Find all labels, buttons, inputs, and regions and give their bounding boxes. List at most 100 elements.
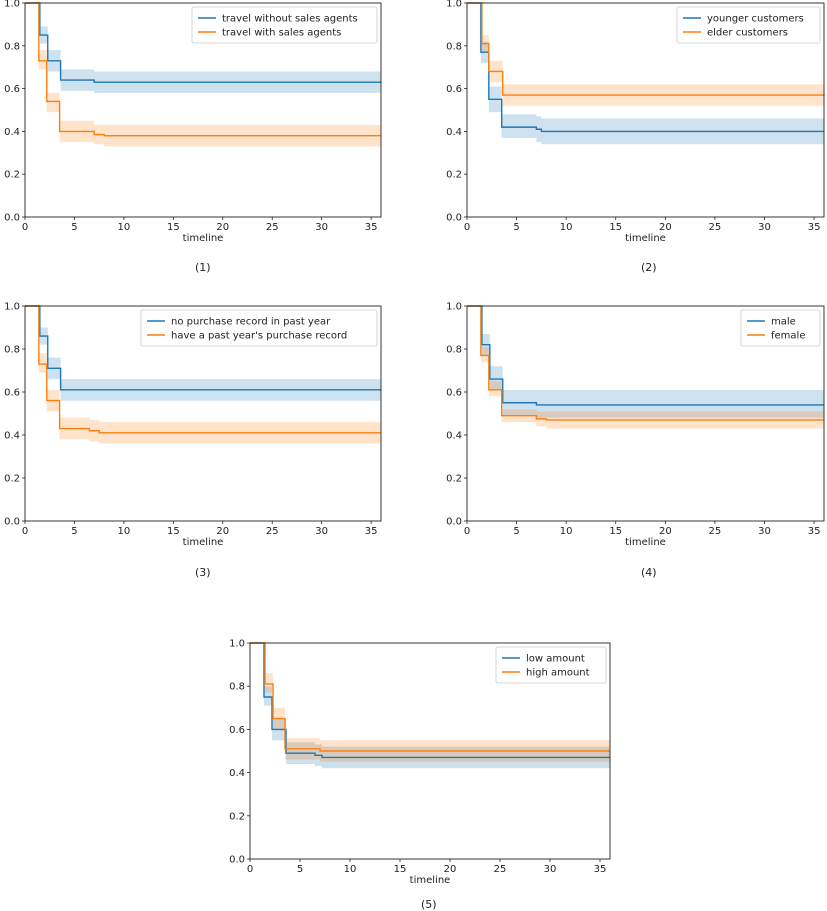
legend-box xyxy=(740,309,821,347)
x-tick-label: 30 xyxy=(758,526,771,537)
axes-frame xyxy=(249,642,611,860)
y-tick-label: 1.0 xyxy=(446,0,462,10)
legend-label-2: elder customers xyxy=(707,28,788,39)
confidence-band-1 xyxy=(467,306,824,418)
y-tick-label: 0.6 xyxy=(4,388,20,399)
y-tick-label: 0.0 xyxy=(446,213,462,224)
x-tick-label: 15 xyxy=(167,222,180,233)
axes-frame xyxy=(466,305,825,522)
y-tick-label: 0.0 xyxy=(4,213,20,224)
survival-line-2 xyxy=(25,2,381,137)
y-tick-label: 0.2 xyxy=(229,811,245,822)
x-tick-label: 15 xyxy=(167,526,180,537)
x-tick-label: 10 xyxy=(560,526,573,537)
y-tick-label: 0.4 xyxy=(446,127,462,138)
x-tick-label: 35 xyxy=(594,864,607,875)
legend-label-2: have a past year's purchase record xyxy=(171,331,347,342)
y-tick-label: 0.8 xyxy=(4,345,20,356)
y-tick-label: 0.8 xyxy=(229,682,245,693)
x-axis-label: timeline xyxy=(410,875,451,886)
x-tick-label: 20 xyxy=(216,526,229,537)
y-tick-label: 0.8 xyxy=(446,345,462,356)
y-tick-label: 0.0 xyxy=(446,517,462,528)
legend-box xyxy=(140,309,378,347)
x-tick-label: 10 xyxy=(344,864,357,875)
x-tick-label: 5 xyxy=(513,222,519,233)
x-tick-label: 25 xyxy=(709,222,722,233)
legend-box xyxy=(495,646,607,684)
confidence-band-1 xyxy=(467,3,824,145)
x-tick-label: 0 xyxy=(464,526,470,537)
y-tick-label: 0.0 xyxy=(4,517,20,528)
x-axis-label: timeline xyxy=(625,233,666,244)
survival-line-2 xyxy=(25,305,381,434)
survival-line-1 xyxy=(25,305,381,391)
plot-area xyxy=(467,305,824,429)
legend-label-2: female xyxy=(771,331,805,342)
confidence-band-2 xyxy=(25,306,381,444)
x-axis-label: timeline xyxy=(183,537,224,548)
y-tick-label: 0.2 xyxy=(4,170,20,181)
x-tick-label: 5 xyxy=(71,526,77,537)
legend-label-1: younger customers xyxy=(707,14,804,25)
x-tick-label: 20 xyxy=(659,222,672,233)
confidence-band-1 xyxy=(250,643,610,769)
y-tick-label: 1.0 xyxy=(4,302,20,313)
legend-label-1: male xyxy=(771,317,796,328)
x-axis-label: timeline xyxy=(183,233,224,244)
y-tick-label: 1.0 xyxy=(446,302,462,313)
survival-chart-1: 0 5 10 15 20 25 30 35 0.0 0.2 0.4 0.6 0.8 1.0 timeline… xyxy=(4,0,382,244)
legend-label-2: high amount xyxy=(526,668,590,679)
x-tick-label: 5 xyxy=(297,864,303,875)
survival-line-1 xyxy=(25,2,381,83)
survival-line-1 xyxy=(467,305,824,406)
y-tick-label: 0.2 xyxy=(4,474,20,485)
x-tick-label: 25 xyxy=(494,864,507,875)
x-tick-label: 35 xyxy=(365,222,378,233)
y-tick-label: 0.6 xyxy=(229,725,245,736)
chart-caption-1: (1) xyxy=(195,261,211,274)
plot-area xyxy=(25,305,381,444)
legend: low amount high amount xyxy=(495,646,607,684)
x-tick-label: 0 xyxy=(22,526,28,537)
legend: travel without sales agents travel with s… xyxy=(191,6,378,44)
x-tick-label: 15 xyxy=(609,526,622,537)
chart-panel-1: 0 5 10 15 20 25 30 35 0.0 0.2 0.4 0.6 0.8 1.0 timeline… xyxy=(0,0,400,250)
y-tick-label: 0.2 xyxy=(446,474,462,485)
survival-chart-3: 0 5 10 15 20 25 30 35 0.0 0.2 0.4 0.6 0.8 1.0 timeline… xyxy=(4,302,382,548)
survival-line-2 xyxy=(467,2,825,97)
y-tick-label: 1.0 xyxy=(4,0,20,10)
legend: male female xyxy=(740,309,821,347)
survival-line-2 xyxy=(250,642,610,752)
survival-line-1 xyxy=(250,642,610,759)
x-tick-label: 5 xyxy=(71,222,77,233)
confidence-band-1 xyxy=(25,3,381,93)
x-tick-label: 10 xyxy=(560,222,573,233)
x-tick-label: 10 xyxy=(118,222,131,233)
confidence-band-1 xyxy=(25,306,381,403)
x-tick-label: 30 xyxy=(758,222,771,233)
legend-label-1: no purchase record in past year xyxy=(171,317,331,328)
chart-panel-3: 0 5 10 15 20 25 30 35 0.0 0.2 0.4 0.6 0.8 1.0 timeline… xyxy=(0,300,400,555)
legend-label-1: low amount xyxy=(526,654,585,665)
y-tick-label: 0.6 xyxy=(446,84,462,95)
plot-area xyxy=(250,642,610,769)
x-tick-label: 35 xyxy=(808,526,821,537)
chart-caption-2: (2) xyxy=(641,261,657,274)
x-tick-label: 35 xyxy=(808,222,821,233)
x-tick-label: 30 xyxy=(315,222,328,233)
x-tick-label: 20 xyxy=(444,864,457,875)
axes-frame xyxy=(24,2,382,218)
confidence-band-2 xyxy=(467,3,824,108)
chart-caption-3: (3) xyxy=(195,566,211,579)
chart-panel-2: 0 5 10 15 20 25 30 35 0.0 0.2 0.4 0.6 0.8 1.0 timeline… xyxy=(440,0,827,250)
chart-caption-5: (5) xyxy=(421,898,437,911)
x-tick-label: 15 xyxy=(609,222,622,233)
y-tick-label: 0.4 xyxy=(446,431,462,442)
x-tick-label: 0 xyxy=(464,222,470,233)
y-tick-label: 1.0 xyxy=(229,639,245,650)
y-tick-label: 0.2 xyxy=(446,170,462,181)
axes-frame xyxy=(466,2,825,218)
chart-caption-4: (4) xyxy=(641,566,657,579)
x-axis-label: timeline xyxy=(625,537,666,548)
